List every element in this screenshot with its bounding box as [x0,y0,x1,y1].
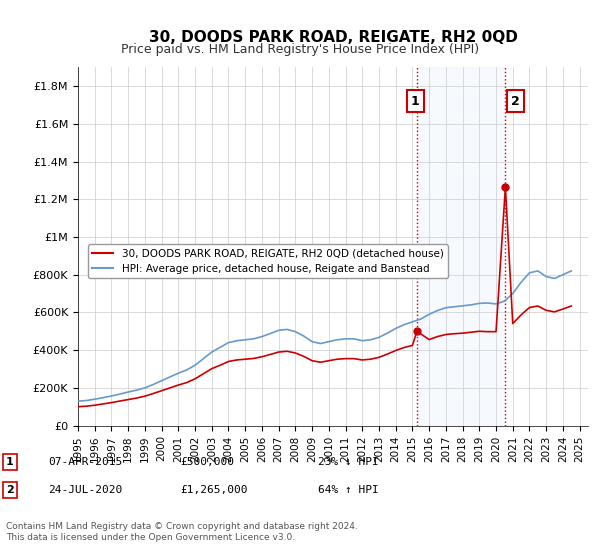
Text: 1: 1 [411,95,419,108]
Text: Price paid vs. HM Land Registry's House Price Index (HPI): Price paid vs. HM Land Registry's House … [121,43,479,56]
Text: 1: 1 [6,457,14,467]
Text: 64% ↑ HPI: 64% ↑ HPI [318,485,379,495]
Title: 30, DOODS PARK ROAD, REIGATE, RH2 0QD: 30, DOODS PARK ROAD, REIGATE, RH2 0QD [149,30,517,45]
Text: £500,000: £500,000 [180,457,234,467]
Text: 2: 2 [511,95,520,108]
Bar [417,67,505,426]
Text: 2: 2 [6,485,14,495]
Text: £1,265,000: £1,265,000 [180,485,248,495]
Text: 07-APR-2015: 07-APR-2015 [48,457,122,467]
Text: 23% ↓ HPI: 23% ↓ HPI [318,457,379,467]
Text: 24-JUL-2020: 24-JUL-2020 [48,485,122,495]
Text: Contains HM Land Registry data © Crown copyright and database right 2024.
This d: Contains HM Land Registry data © Crown c… [6,522,358,542]
Legend: 30, DOODS PARK ROAD, REIGATE, RH2 0QD (detached house), HPI: Average price, deta: 30, DOODS PARK ROAD, REIGATE, RH2 0QD (d… [88,245,448,278]
